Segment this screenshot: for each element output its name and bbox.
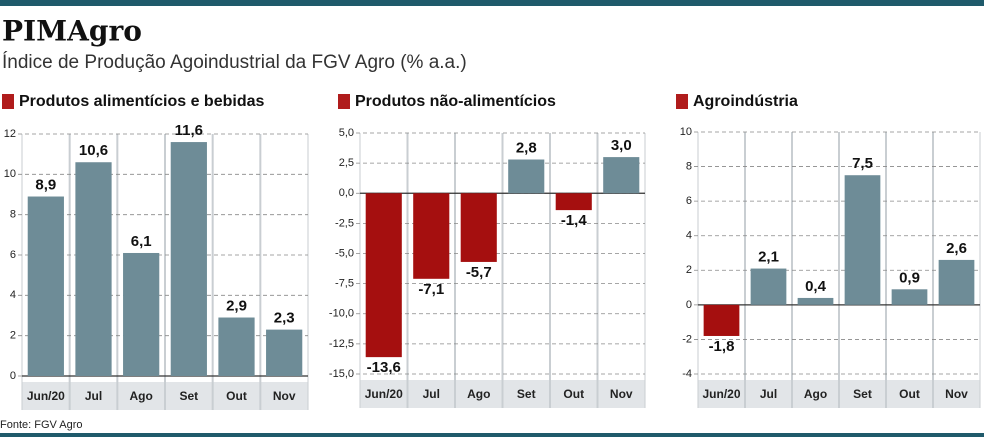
bar xyxy=(266,329,303,376)
y-tick-label: 0 xyxy=(10,370,16,382)
x-tick-label: Set xyxy=(517,387,536,401)
bar xyxy=(891,289,928,305)
bar xyxy=(27,196,64,376)
bar xyxy=(218,317,255,376)
value-label: 2,8 xyxy=(516,139,537,156)
bar xyxy=(123,252,160,376)
y-tick-label: 10 xyxy=(680,126,692,138)
bar xyxy=(170,142,207,376)
panel-title: Agroindústria xyxy=(693,93,798,110)
x-tick-label: Jul xyxy=(760,387,777,401)
bar xyxy=(603,157,640,194)
y-tick-label: 2,5 xyxy=(339,157,354,169)
y-tick-label: 4 xyxy=(10,289,16,301)
value-label: 10,6 xyxy=(79,142,108,159)
y-tick-label: 0,0 xyxy=(339,187,354,199)
bar xyxy=(938,259,975,305)
legend-swatch xyxy=(338,94,350,109)
value-label: 2,6 xyxy=(946,240,967,257)
y-tick-label: 2 xyxy=(10,330,16,342)
y-tick-label: 2 xyxy=(686,264,692,276)
y-tick-label: 8 xyxy=(10,209,16,221)
bar xyxy=(797,297,834,305)
legend-swatch xyxy=(2,94,14,109)
y-tick-label: 0 xyxy=(686,299,692,311)
x-tick-label: Out xyxy=(899,387,920,401)
y-tick-label: -4 xyxy=(682,368,692,380)
x-tick-label: Jul xyxy=(85,389,102,403)
value-label: -1,8 xyxy=(709,338,735,355)
x-tick-label: Out xyxy=(563,387,584,401)
x-tick-label: Jun/20 xyxy=(702,387,740,401)
x-tick-label: Set xyxy=(179,389,198,403)
x-tick-label: Jul xyxy=(423,387,440,401)
value-label: 3,0 xyxy=(611,137,632,154)
x-tick-label: Ago xyxy=(130,389,153,403)
value-label: -13,6 xyxy=(367,359,401,376)
x-tick-label: Ago xyxy=(467,387,490,401)
y-tick-label: 8 xyxy=(686,160,692,172)
y-tick-label: 6 xyxy=(686,195,692,207)
value-label: -5,7 xyxy=(466,264,492,281)
x-tick-label: Nov xyxy=(610,387,633,401)
bar xyxy=(508,159,545,194)
y-tick-label: -2 xyxy=(682,333,692,345)
panel-title: Produtos alimentícios e bebidas xyxy=(19,93,264,110)
y-tick-label: -10,0 xyxy=(329,308,354,320)
x-tick-label: Jun/20 xyxy=(365,387,403,401)
page-title: PIMAgro xyxy=(2,15,142,48)
y-tick-label: -12,5 xyxy=(329,338,354,350)
value-label: 2,3 xyxy=(274,310,295,327)
y-tick-label: -5,0 xyxy=(335,247,354,259)
bar xyxy=(413,193,450,279)
value-label: 0,4 xyxy=(805,278,827,295)
y-tick-label: 10 xyxy=(4,168,16,180)
y-tick-label: -7,5 xyxy=(335,278,354,290)
y-tick-label: -15,0 xyxy=(329,368,354,380)
bar xyxy=(750,268,787,305)
x-tick-label: Nov xyxy=(273,389,296,403)
value-label: 6,1 xyxy=(131,233,152,250)
top-rule xyxy=(0,0,984,6)
value-label: 7,5 xyxy=(852,155,873,172)
legend-swatch xyxy=(676,94,688,109)
x-tick-label: Jun/20 xyxy=(27,389,65,403)
bar xyxy=(703,304,740,336)
page-subtitle: Índice de Produção Agoindustrial da FGV … xyxy=(2,52,467,73)
bar xyxy=(460,193,497,262)
value-label: 2,1 xyxy=(758,249,779,266)
value-label: 11,6 xyxy=(175,122,203,139)
source: Fonte: FGV Agro xyxy=(0,419,83,431)
panel-title: Produtos não-alimentícios xyxy=(355,93,556,110)
y-tick-label: 12 xyxy=(4,128,16,140)
bar xyxy=(844,175,881,305)
y-tick-label: 6 xyxy=(10,249,16,261)
x-tick-label: Ago xyxy=(804,387,827,401)
bar xyxy=(75,162,112,376)
x-tick-label: Set xyxy=(853,387,872,401)
x-tick-label: Out xyxy=(226,389,247,403)
y-tick-label: 5,0 xyxy=(339,127,354,139)
value-label: 0,9 xyxy=(899,269,920,286)
bar xyxy=(555,193,592,211)
y-tick-label: -2,5 xyxy=(335,217,354,229)
bottom-rule xyxy=(0,433,984,437)
y-tick-label: 4 xyxy=(686,230,692,242)
value-label: -1,4 xyxy=(561,212,588,229)
x-tick-label: Nov xyxy=(945,387,968,401)
value-label: 8,9 xyxy=(35,176,56,193)
value-label: -7,1 xyxy=(418,281,444,298)
bar xyxy=(365,193,402,358)
value-label: 2,9 xyxy=(226,297,247,314)
